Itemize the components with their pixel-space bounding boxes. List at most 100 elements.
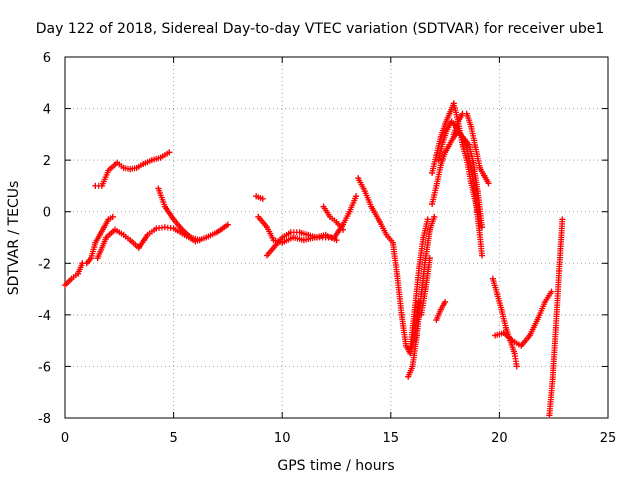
data-point <box>140 161 147 168</box>
data-point <box>426 255 433 262</box>
data-point <box>442 149 449 156</box>
data-point <box>120 231 127 238</box>
series-trace-s <box>492 288 555 349</box>
data-point <box>272 242 279 249</box>
data-point <box>492 332 499 339</box>
marker-trail <box>62 213 116 289</box>
data-point <box>431 213 438 220</box>
data-point <box>479 224 486 231</box>
marker-trail <box>253 193 266 202</box>
data-point <box>214 229 221 236</box>
data-point <box>96 231 103 238</box>
data-point <box>340 226 347 233</box>
data-point <box>433 317 440 324</box>
data-point <box>170 216 177 223</box>
data-point <box>83 260 90 267</box>
data-point <box>305 231 312 238</box>
data-point <box>376 219 383 226</box>
data-point <box>346 208 353 215</box>
data-point <box>479 252 486 259</box>
data-point <box>470 159 477 166</box>
data-point <box>75 270 82 277</box>
data-point <box>418 311 425 318</box>
data-point <box>437 306 444 313</box>
data-point <box>437 133 444 140</box>
data-point <box>101 224 108 231</box>
marker-trail <box>264 193 359 259</box>
data-point <box>92 239 99 246</box>
data-point <box>120 164 127 171</box>
y-tick-label: 6 <box>43 51 51 66</box>
data-point <box>424 216 431 223</box>
data-point <box>279 234 286 241</box>
data-point <box>502 324 509 331</box>
data-point <box>161 203 168 210</box>
data-point <box>489 275 496 282</box>
marker-trail <box>546 216 566 419</box>
data-point <box>253 193 260 200</box>
data-point <box>476 164 483 171</box>
y-axis-label: SDTVAR / TECUs <box>6 181 22 296</box>
data-point <box>461 136 468 143</box>
data-point <box>409 363 416 370</box>
data-point <box>442 121 449 128</box>
data-point <box>105 216 112 223</box>
data-point <box>474 188 481 195</box>
data-point <box>368 203 375 210</box>
data-point <box>429 170 436 177</box>
x-tick-label: 10 <box>274 431 291 446</box>
marker-trail <box>155 185 203 244</box>
data-point <box>463 110 470 117</box>
data-point <box>548 288 555 295</box>
data-point <box>127 237 134 244</box>
data-point <box>465 141 472 148</box>
data-point <box>518 342 525 349</box>
data-point <box>513 363 520 370</box>
series-trace-f <box>255 213 340 246</box>
data-point <box>224 221 231 228</box>
data-point <box>320 203 327 210</box>
data-point <box>398 311 405 318</box>
data-point <box>300 237 307 244</box>
data-point <box>429 200 436 207</box>
x-tick-labels: 0 5 10 15 20 25 <box>61 431 616 446</box>
data-point <box>153 225 160 232</box>
data-point <box>422 286 429 293</box>
data-point <box>179 226 186 233</box>
data-point <box>255 213 262 220</box>
chart-title: Day 122 of 2018, Sidereal Day-to-day VTE… <box>36 21 605 37</box>
series-trace-g <box>263 193 360 259</box>
series-trace-l <box>418 255 433 318</box>
data-point <box>263 252 270 259</box>
data-point <box>166 149 173 156</box>
data-point <box>389 239 396 246</box>
data-point <box>109 213 116 220</box>
data-point <box>326 213 333 220</box>
series-trace-r <box>489 275 520 370</box>
series-trace-b <box>92 149 173 189</box>
data-point <box>468 123 475 130</box>
data-point <box>542 298 549 305</box>
data-point <box>500 329 507 336</box>
data-point <box>446 141 453 148</box>
x-tick-label: 25 <box>600 431 617 446</box>
data-point <box>114 159 121 166</box>
data-point <box>92 182 99 189</box>
data-point <box>433 182 440 189</box>
data-point <box>105 167 112 174</box>
series-trace-a <box>62 213 116 289</box>
series-trace-q <box>450 110 492 187</box>
data-point <box>494 291 501 298</box>
axis-ticks <box>64 56 609 419</box>
x-tick-label: 0 <box>61 431 69 446</box>
data-point <box>442 298 449 305</box>
data-point <box>405 373 412 380</box>
data-point <box>313 234 320 241</box>
data-point <box>187 234 194 241</box>
data-point <box>88 255 95 262</box>
data-point <box>203 234 210 241</box>
data-point <box>559 216 566 223</box>
plot-frame <box>64 56 609 419</box>
data-point <box>68 275 75 282</box>
